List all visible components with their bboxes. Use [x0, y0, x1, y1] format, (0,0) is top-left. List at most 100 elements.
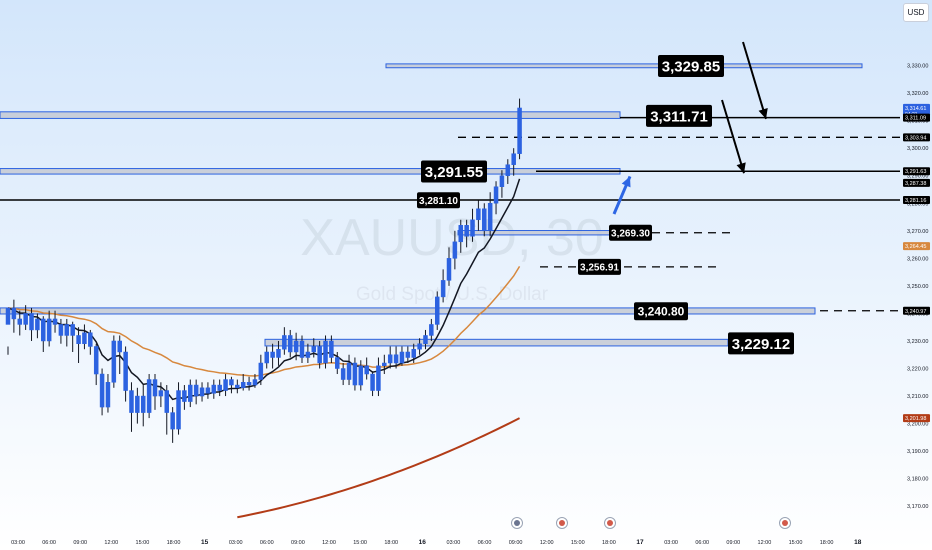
candle-body [364, 365, 369, 375]
candle-body [46, 318, 52, 342]
zone-box [0, 168, 621, 175]
level-label-box [634, 302, 688, 321]
candle-body [70, 324, 75, 336]
watermark-symbol: XAUUSD, 30 [300, 209, 603, 267]
candle-body [170, 412, 175, 430]
candle-body [64, 324, 70, 336]
candle-body [346, 362, 352, 380]
candle-body [276, 348, 281, 358]
candle-body [411, 348, 416, 358]
candle-body [511, 153, 516, 165]
candle-body [29, 313, 34, 331]
time-tick-label: 09:00 [291, 540, 305, 546]
candle-body [41, 318, 46, 342]
candle-body [5, 307, 11, 325]
time-tick-label: 15 [201, 539, 209, 546]
candle-body [258, 362, 264, 380]
candle-body [135, 395, 140, 413]
price-axis-tag [903, 133, 930, 142]
price-axis-tag [903, 196, 930, 205]
ema-mid-line [7, 265, 521, 377]
lightning-event-icon-core [514, 520, 520, 526]
candle-body [99, 373, 105, 408]
level-label-box [578, 258, 621, 275]
level-label-text: 3,229.12 [732, 336, 790, 353]
level-label-text: 3,256.91 [580, 262, 619, 273]
candle-body [482, 208, 487, 232]
level-label-box [728, 332, 794, 355]
price-tick-label: 3,180.00 [907, 477, 928, 483]
candle-body [317, 346, 322, 364]
currency-button[interactable]: USD [903, 3, 929, 22]
candle-body [140, 395, 146, 413]
candle-body [217, 384, 222, 391]
time-tick-label: 09:00 [509, 540, 523, 546]
candle-body [11, 307, 17, 320]
candle-body [382, 362, 387, 367]
level-label-box [658, 54, 724, 77]
candle-body [358, 365, 364, 386]
candle-body [417, 343, 422, 350]
price-tick-label: 3,330.00 [907, 64, 928, 70]
price-axis-tag [903, 242, 930, 251]
level-label-text: 3,311.71 [650, 108, 708, 125]
arrows-layer [612, 41, 768, 215]
candle-body [199, 387, 205, 397]
price-tick-label: 3,260.00 [907, 256, 928, 262]
candle-body [211, 384, 217, 394]
zone-box [0, 111, 621, 119]
price-tick-label: 3,280.00 [907, 201, 928, 207]
candle-body [434, 296, 440, 325]
candle-body [76, 335, 81, 344]
time-tick-label: 17 [636, 539, 644, 546]
price-axis-tag-label: 3,240.97 [905, 309, 926, 315]
price-tick-label: 3,300.00 [907, 146, 928, 152]
candle-body [323, 340, 328, 364]
level-label-text: 3,269.30 [611, 228, 650, 239]
candle-body [58, 324, 64, 336]
us-flag-event-icon-core [782, 520, 788, 526]
candle-body [305, 351, 311, 358]
time-tick-label: 18 [854, 539, 862, 546]
level-label-box [421, 160, 487, 183]
time-tick-label: 12:00 [104, 540, 118, 546]
time-tick-label: 06:00 [42, 540, 56, 546]
price-axis-tag-label: 3,264.45 [905, 244, 926, 250]
candle-body [17, 318, 23, 325]
level-labels-layer: 3,329.85 3,311.71 3,291.55 3,281.10 3,269.30… [417, 54, 794, 355]
candle-body [458, 225, 464, 243]
level-label-text: 3,281.10 [419, 196, 458, 207]
ema-long-line [237, 417, 521, 519]
price-axis-tag [903, 414, 930, 423]
price-tick-label: 3,200.00 [907, 422, 928, 428]
ema-short-line [7, 178, 521, 401]
us-flag-event-icon-core [607, 520, 613, 526]
price-tick-label: 3,170.00 [907, 504, 928, 510]
price-axis-tag-label: 3,303.94 [905, 135, 926, 141]
time-tick-label: 12:00 [322, 540, 336, 546]
time-tick-label: 15:00 [136, 540, 150, 546]
price-tick-label: 3,270.00 [907, 229, 928, 235]
arrow-down-2-shaft [721, 99, 745, 174]
level-label-box [646, 104, 712, 127]
candle-body [35, 318, 40, 331]
time-tick-label: 03:00 [664, 540, 678, 546]
price-tick-label: 3,310.00 [907, 119, 928, 125]
time-tick-label: 18:00 [820, 540, 834, 546]
zone-box [0, 307, 816, 315]
time-axis[interactable]: 03:00 06:00 09:00 12:00 15:00 18:00 15 03:00 06:… [11, 517, 862, 547]
candle-body [340, 368, 346, 380]
time-tick-label: 09:00 [73, 540, 87, 546]
time-tick-label: 18:00 [602, 540, 616, 546]
candle-body [505, 164, 511, 176]
candle-body [246, 382, 252, 386]
price-axis-tag-label: 3,287.38 [905, 181, 926, 187]
candle-body [476, 208, 481, 221]
price-axis[interactable]: 3,170.00 3,180.00 3,190.00 3,200.00 3,210.00… [903, 64, 930, 511]
candle-body [335, 357, 340, 369]
price-axis-tag-label: 3,314.61 [905, 106, 926, 112]
price-tick-label: 3,320.00 [907, 91, 928, 97]
level-label-box [417, 192, 460, 209]
candle-body [252, 379, 258, 386]
